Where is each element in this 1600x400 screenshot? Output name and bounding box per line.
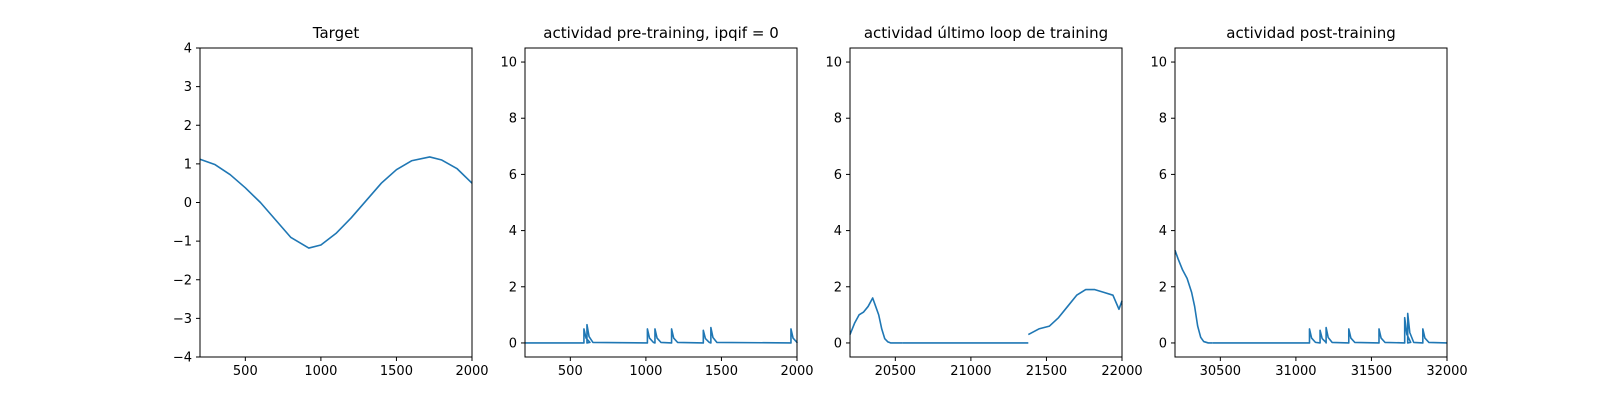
y-tick-label: 1 bbox=[184, 157, 192, 172]
y-tick-label: −1 bbox=[173, 235, 192, 250]
y-tick-label: 0 bbox=[184, 196, 192, 211]
y-tick-label: 2 bbox=[184, 119, 192, 134]
y-tick-label: 0 bbox=[509, 336, 517, 351]
x-tick-label: 32000 bbox=[1426, 364, 1467, 379]
y-tick-label: 0 bbox=[1159, 336, 1167, 351]
series-line bbox=[1027, 288, 1123, 336]
chart-title: actividad post-training bbox=[1226, 24, 1395, 42]
y-tick-label: −4 bbox=[173, 351, 192, 366]
y-tick-label: 4 bbox=[509, 224, 517, 239]
x-tick-label: 20500 bbox=[875, 364, 916, 379]
y-tick-label: 4 bbox=[184, 42, 192, 57]
y-tick-label: 4 bbox=[834, 224, 842, 239]
x-tick-label: 1000 bbox=[629, 364, 662, 379]
chart-title: actividad pre-training, ipqif = 0 bbox=[543, 24, 779, 42]
y-tick-label: 4 bbox=[1159, 224, 1167, 239]
y-tick-label: 2 bbox=[1159, 280, 1167, 295]
x-tick-label: 1500 bbox=[380, 364, 413, 379]
y-tick-label: 8 bbox=[509, 112, 517, 127]
y-tick-label: 8 bbox=[1159, 112, 1167, 127]
x-tick-label: 2000 bbox=[455, 364, 488, 379]
x-tick-label: 31500 bbox=[1351, 364, 1392, 379]
x-tick-label: 31000 bbox=[1275, 364, 1316, 379]
plot-frame bbox=[1174, 47, 1448, 358]
y-tick-label: 6 bbox=[1159, 168, 1167, 183]
series-line bbox=[199, 156, 473, 249]
x-tick-label: 1500 bbox=[705, 364, 738, 379]
plot-frame bbox=[849, 47, 1123, 358]
y-tick-label: 2 bbox=[834, 280, 842, 295]
plot-frame bbox=[524, 47, 798, 358]
x-tick-label: 21500 bbox=[1026, 364, 1067, 379]
x-tick-label: 500 bbox=[233, 364, 258, 379]
x-tick-label: 22000 bbox=[1101, 364, 1142, 379]
y-tick-label: 10 bbox=[825, 56, 842, 71]
y-tick-label: −3 bbox=[173, 312, 192, 327]
x-tick-label: 500 bbox=[558, 364, 583, 379]
series-line bbox=[849, 297, 903, 344]
y-tick-label: 8 bbox=[834, 112, 842, 127]
y-tick-label: −2 bbox=[173, 273, 192, 288]
y-tick-label: 0 bbox=[834, 336, 842, 351]
y-tick-label: 2 bbox=[509, 280, 517, 295]
chart-panel-2: actividad pre-training, ipqif = 0 500 1000… bbox=[500, 24, 813, 379]
x-tick-label: 21000 bbox=[950, 364, 991, 379]
y-tick-label: 10 bbox=[1150, 56, 1167, 71]
plot-frame bbox=[199, 47, 473, 358]
x-tick-label: 1000 bbox=[304, 364, 337, 379]
series-line bbox=[525, 323, 798, 344]
x-tick-label: 2000 bbox=[780, 364, 813, 379]
chart-panel-4: actividad post-training 30500 31000 31500 32… bbox=[1150, 24, 1467, 379]
x-tick-label: 30500 bbox=[1200, 364, 1241, 379]
y-tick-label: 3 bbox=[184, 80, 192, 95]
y-tick-label: 6 bbox=[509, 168, 517, 183]
series-line bbox=[1212, 312, 1448, 344]
chart-panel-1: Target 500 1000 1500 2000 −4 −3 −2 −1 0 1 2 3 4 bbox=[173, 24, 489, 379]
y-tick-label: 10 bbox=[500, 56, 517, 71]
chart-title: actividad último loop de training bbox=[864, 24, 1108, 42]
chart-title: Target bbox=[312, 24, 360, 42]
y-tick-label: 6 bbox=[834, 168, 842, 183]
series-line bbox=[1174, 249, 1213, 344]
